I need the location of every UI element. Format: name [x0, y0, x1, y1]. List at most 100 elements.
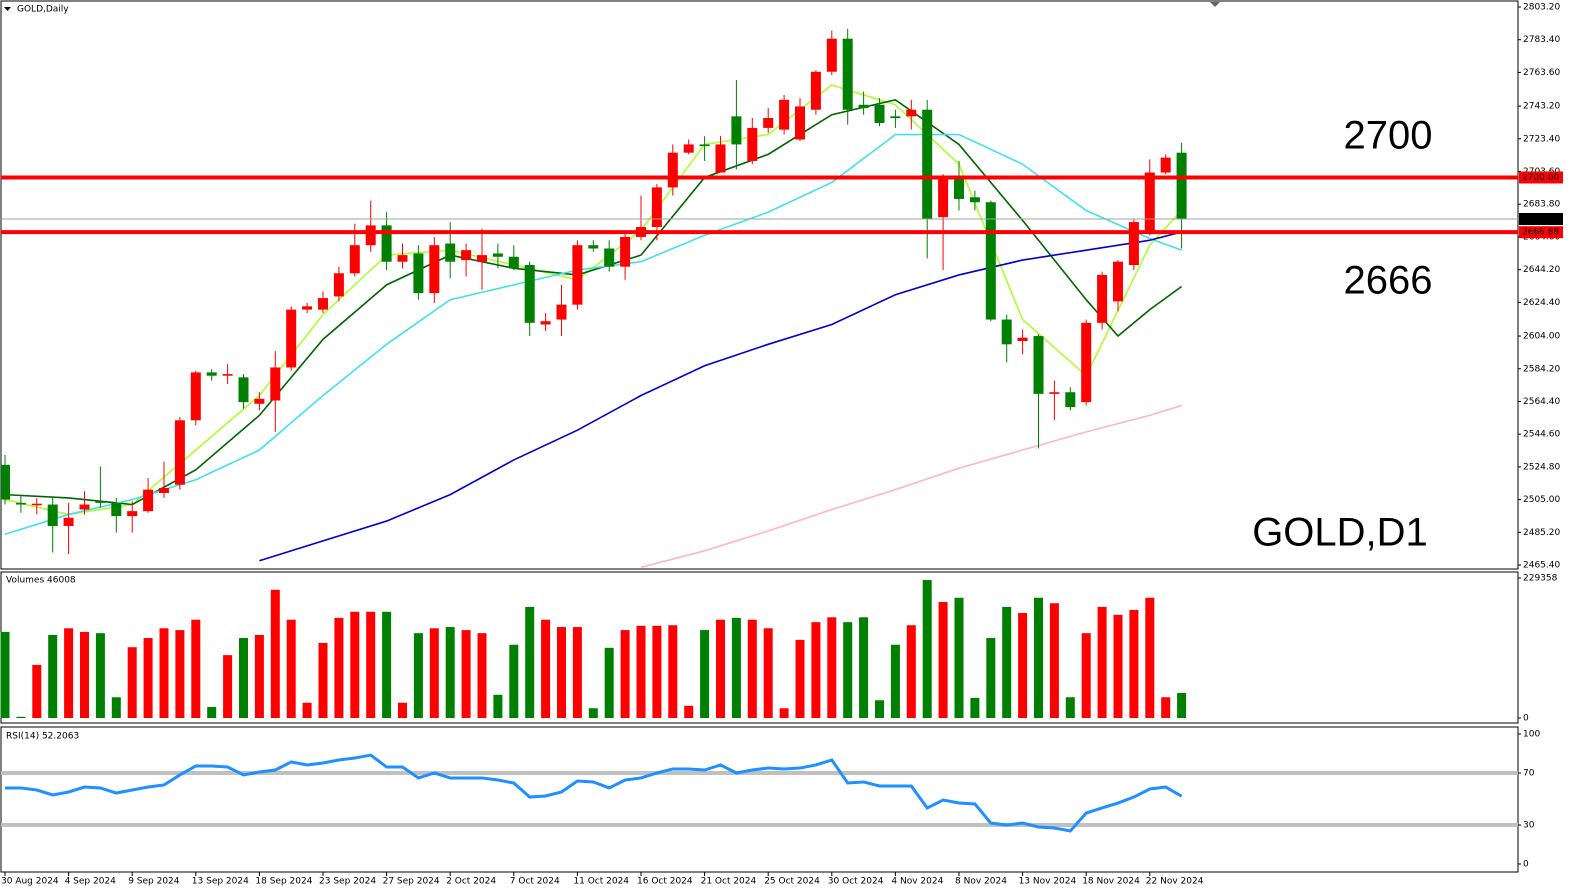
x-tick-label: 25 Oct 2024 [764, 877, 820, 887]
volume-bar [366, 611, 376, 718]
volume-bar [207, 707, 217, 718]
x-tick-label: 7 Oct 2024 [510, 877, 560, 887]
candle-body [795, 106, 805, 140]
candle-body [1097, 274, 1108, 323]
volume-bar [970, 697, 980, 718]
volume-bar [1018, 613, 1028, 718]
volume-bar [1145, 597, 1155, 718]
volume-bar [922, 580, 932, 718]
y-tick-label: 2604.00 [1523, 332, 1560, 342]
y-tick-label: 2803.20 [1523, 3, 1560, 13]
rsi-title: RSI(14) 52.2063 [6, 732, 79, 742]
x-tick-label: 4 Nov 2024 [891, 877, 943, 887]
volume-bar [0, 631, 10, 718]
candle-body [763, 118, 774, 128]
y-tick-label: 2644.20 [1523, 265, 1560, 275]
candle-body [127, 511, 138, 517]
volume-bar [1034, 597, 1043, 718]
candle-body [540, 321, 551, 325]
volume-bar [827, 617, 837, 718]
y-tick-label: 0 [1523, 860, 1529, 870]
volume-bar [636, 625, 646, 718]
menu-triangle[interactable] [4, 7, 11, 11]
volume-bar [1097, 606, 1107, 718]
volume-bar [95, 633, 105, 718]
moving-average [259, 231, 1182, 562]
volume-bar [843, 622, 853, 718]
annotation: 2666 [1344, 259, 1433, 303]
volume-bar [906, 625, 916, 718]
volume-bar [286, 619, 296, 718]
x-tick-label: 18 Nov 2024 [1082, 877, 1140, 887]
candle-body [874, 104, 885, 123]
y-tick-label: 2763.60 [1523, 68, 1560, 78]
volume-title: Volumes 46008 [6, 576, 76, 586]
volume-bar [1129, 609, 1139, 718]
candle-body [47, 504, 58, 527]
candle-body [524, 265, 535, 323]
x-tick-label: 4 Sep 2024 [65, 877, 117, 887]
volume-bar [604, 647, 614, 718]
candle-body [667, 152, 678, 188]
volume-bar [668, 625, 678, 718]
x-tick-label: 11 Oct 2024 [573, 877, 629, 887]
candle-body [651, 187, 662, 228]
volume-bar [175, 630, 185, 718]
x-tick-label: 9 Sep 2024 [128, 877, 180, 887]
y-tick-label: 2485.20 [1523, 528, 1560, 538]
horizontal-line-label: 2700.00 [1522, 173, 1559, 183]
candle-body [302, 306, 313, 310]
shift-marker [1210, 2, 1220, 7]
candle-body [270, 367, 281, 401]
x-tick-label: 30 Aug 2024 [1, 877, 59, 887]
candle-body [985, 202, 996, 320]
candle-body [254, 398, 265, 404]
volume-bar [541, 619, 551, 718]
volume-bar [811, 622, 821, 718]
volume-bar [429, 628, 439, 718]
candle-body [556, 304, 567, 320]
volume-bar [127, 647, 137, 718]
volume-bar [48, 634, 58, 718]
volume-bar [938, 602, 948, 718]
volume-bar [398, 702, 407, 718]
volume-bar [318, 642, 328, 718]
horizontal-line-box [1519, 226, 1563, 239]
volume-bar [620, 630, 630, 718]
volume-bar [795, 639, 805, 718]
candle-body [699, 144, 710, 147]
candle-body [1001, 319, 1012, 345]
y-tick-label: 100 [1523, 730, 1540, 740]
candle-body [143, 489, 154, 512]
candle-body [715, 144, 726, 173]
y-tick-label: 0 [1523, 714, 1529, 724]
volume-bar [80, 631, 89, 718]
x-tick-label: 13 Nov 2024 [1019, 877, 1077, 887]
volume-bar [859, 617, 869, 718]
volume-bar [32, 664, 42, 718]
candle-body [779, 99, 790, 130]
candle-body [938, 177, 949, 218]
annotation: 2700 [1344, 114, 1433, 158]
volume-bar [64, 628, 74, 718]
volume-bar [652, 625, 662, 718]
volume-bar [700, 630, 710, 718]
candle-body [906, 109, 917, 117]
candle-body [492, 253, 503, 257]
volume-bar [350, 611, 360, 718]
candle-body [1160, 157, 1171, 173]
candle-body [333, 273, 344, 297]
candle-body [413, 253, 424, 294]
candle-body [747, 127, 758, 161]
candle-body [222, 374, 233, 376]
volume-bar [143, 638, 153, 718]
annotation: GOLD,D1 [1252, 511, 1428, 555]
volume-bar [413, 633, 423, 718]
x-tick-label: 27 Sep 2024 [383, 877, 440, 887]
candle-body [429, 245, 440, 294]
volume-bar [716, 619, 725, 718]
volume-bar [254, 634, 264, 718]
volume-bar [334, 617, 344, 718]
candle-body [206, 372, 217, 376]
volume-bar [557, 627, 566, 718]
